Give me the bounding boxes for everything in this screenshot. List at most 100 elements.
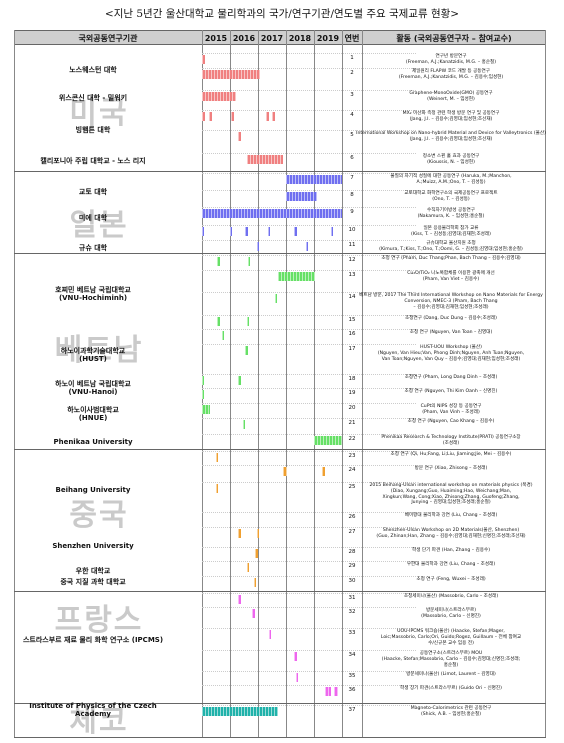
activity-number: 29 xyxy=(348,563,356,569)
org-vnu-hochiminh: 호찌민 베트남 국립대학교 (VNU-Hochiminh) xyxy=(55,286,131,302)
activity-number: 7 xyxy=(350,175,354,181)
timeline-bar xyxy=(245,346,248,355)
country-separator xyxy=(14,171,546,172)
column-line xyxy=(342,30,343,738)
activity-text: 초청 연구 (Nguyen, Van Toan – 김영대) xyxy=(354,330,548,336)
org-wisconsin-milwaukee: 위스콘신 대학 - 밀워키 xyxy=(58,94,128,102)
org-binghamton: 빙햄튼 대학 xyxy=(75,126,111,134)
activity-text: 초청연구 (Pham, Long Dang Dinh – 조성래) xyxy=(354,375,548,381)
row-divider xyxy=(202,173,416,174)
activity-text: International Workshop on Nano-hybrid Ma… xyxy=(354,131,548,143)
activity-text: 수직자기이방성 공동연구 (Nakamura, K. – 임성현;홍순철) xyxy=(354,208,548,220)
activity-line: 학생 단기 파견 (Han, Zhang – 김용수) xyxy=(411,548,491,553)
activity-line: 방문세미나(스트라스부르) xyxy=(425,608,477,613)
activity-number: 27 xyxy=(348,529,356,535)
timeline-bar xyxy=(202,707,278,716)
activity-line: A.;Muizz, A.M.;Ono, T. – 김성동) xyxy=(416,179,486,185)
activity-text: 학생 장기 파견(스트라스부르) (Guido Ori – 신명진) xyxy=(354,686,548,692)
activity-line: (Jang, J.I. – 김용수;김영대;임성현;조선재) xyxy=(409,136,493,142)
activity-line: (Diao, Xungang;Guo, Huaiming;Hao, Weicha… xyxy=(390,488,512,494)
activity-number: 6 xyxy=(350,155,354,161)
activity-line: CuPt의 NIPS 성장 등 공동연구 xyxy=(420,404,482,409)
activity-text: 베이항대 물리학과 강연 (Liu, Chang – 조성래) xyxy=(354,513,548,519)
activity-line: 학생 장기 파견(스트라스부르) (Guido Ori – 신명진) xyxy=(400,686,502,691)
timeline-bar xyxy=(238,132,242,141)
timeline-bar xyxy=(256,242,259,251)
timeline-bar xyxy=(246,563,250,572)
activity-line: (Weinert, M. – 임성현) xyxy=(427,96,475,102)
timeline-bar xyxy=(202,55,205,64)
activity-number: 1 xyxy=(350,55,354,61)
row-divider xyxy=(202,607,416,608)
row-divider xyxy=(202,90,416,91)
activity-text: 규슈대학교 울산지원 초청 (Kimura, T.;Kiss, T.;Ono, T… xyxy=(354,241,548,253)
row-divider xyxy=(202,110,416,111)
column-line xyxy=(230,30,231,738)
activity-number: 26 xyxy=(348,514,356,520)
activity-text: Graphene-MonoOxide(GMO) 공동연구 (Weinert, M.… xyxy=(354,91,548,103)
timeline-bar xyxy=(246,317,250,326)
row-divider xyxy=(202,465,416,466)
activity-text: 초청 연구 (Pham, Duc Thang;Phan, Bach Thang … xyxy=(354,256,548,262)
org-hust: 하노이과학기술대학교 (HUST) xyxy=(60,347,126,363)
activity-line: UOU-IPCMS 워크숍(울산) (Haacke, Stefan;Mager, xyxy=(397,629,505,634)
row-divider xyxy=(202,705,416,706)
activity-line: International Workshop on Nano-hybrid Ma… xyxy=(356,131,546,136)
activity-number: 36 xyxy=(348,687,356,693)
activity-number: 14 xyxy=(348,294,356,300)
activity-line: 홍순철) xyxy=(443,662,459,668)
row-divider xyxy=(202,451,416,452)
timeline-bar xyxy=(294,652,297,661)
header-year-2019: 2019 xyxy=(314,30,342,45)
org-hnue: 하노이사범대학교 (HNUE) xyxy=(67,406,119,422)
timeline-bar xyxy=(238,595,241,604)
timeline-bar xyxy=(266,112,270,121)
timeline-bar xyxy=(238,529,241,538)
timeline-bar xyxy=(325,687,331,696)
activity-line: Graphene-MonoOxide(GMO) 공동연구 xyxy=(409,91,493,96)
activity-number: 2 xyxy=(350,70,354,76)
activity-text: 초청세미나(울산) (Massobrio, Carlo – 조성래) xyxy=(354,594,548,600)
activity-text: UOU-IPCMS 워크숍(울산) (Haacke, Stefan;Mager,… xyxy=(354,629,548,646)
org-czech-academy: Institute of Physics of the Czech Academy xyxy=(29,702,157,718)
org-csun: 캘리포니아 주립 대학교 - 노스 리지 xyxy=(40,157,146,165)
column-line xyxy=(14,30,15,738)
country-france: 프랑스 xyxy=(54,603,144,638)
timeline-bar xyxy=(202,70,261,79)
timeline-bar xyxy=(269,630,272,639)
activity-text: MX₂ 이산화 측정 관련 학생 방문 연구 및 공동연구 (Jang, J.I.… xyxy=(354,111,548,123)
column-line xyxy=(545,30,546,738)
column-line xyxy=(314,30,315,738)
row-divider xyxy=(202,225,416,226)
activity-line: 2015 Beihang-Ulsan international worksho… xyxy=(369,483,533,488)
activity-line: 일본 응용물리학회 참가 교류 xyxy=(423,226,479,231)
timeline-bar xyxy=(221,331,224,340)
row-divider xyxy=(202,671,416,672)
activity-line: 수직자기이방성 공동연구 xyxy=(427,208,475,213)
country-separator xyxy=(14,253,546,254)
timeline-bar xyxy=(217,317,220,326)
activity-line: HUST-UOU Workshop (울산) xyxy=(420,345,482,350)
org-kyoto: 교토 대학 xyxy=(78,188,108,196)
timeline-bar xyxy=(248,257,251,266)
activity-line: 방문 연구 (Xiao, Zhisong – 조성래) xyxy=(414,466,488,471)
activity-text: 연구년 방문연구 (Freeman, A.J.;Kanatzidis, M.G. … xyxy=(354,54,548,66)
row-divider xyxy=(202,315,416,316)
org-beihang: Beihang University xyxy=(55,486,131,494)
activity-line: (Ono, T. – 김성동) xyxy=(432,196,470,202)
activity-line: (Pham, Van Vinh – 조성래) xyxy=(422,409,480,415)
header-year-2017: 2017 xyxy=(258,30,286,45)
row-divider xyxy=(202,374,416,375)
activity-number: 37 xyxy=(348,707,356,713)
org-shenzhen: Shenzhen University xyxy=(52,542,134,550)
row-divider xyxy=(202,388,416,389)
timeline-bar xyxy=(202,227,205,236)
row-divider xyxy=(202,190,416,191)
timeline-bar xyxy=(272,112,275,121)
timeline-bar xyxy=(230,227,233,236)
activity-number: 18 xyxy=(348,376,356,382)
timeline-bar xyxy=(286,192,317,201)
activity-number: 32 xyxy=(348,609,356,615)
activity-number: 4 xyxy=(350,112,354,118)
timeline-bar xyxy=(277,272,316,281)
